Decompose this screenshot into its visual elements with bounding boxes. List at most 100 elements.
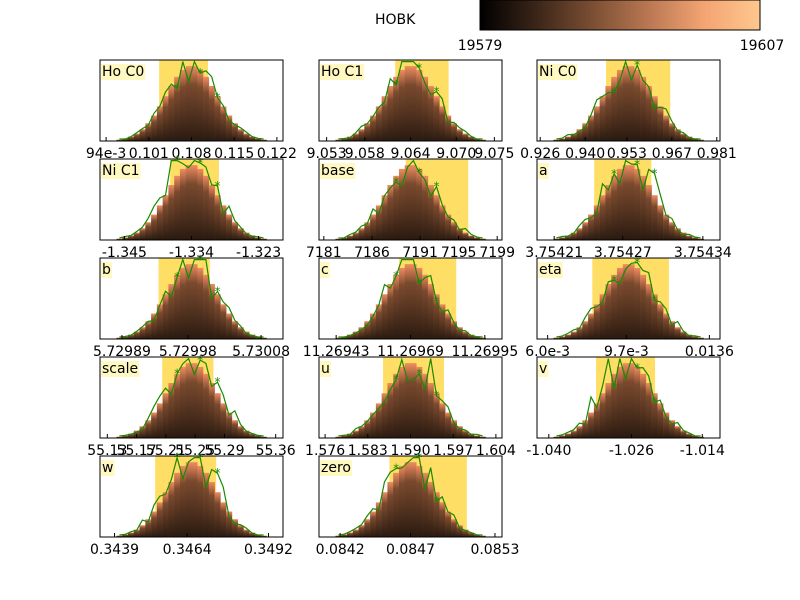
histogram-bar <box>433 96 440 141</box>
tick-label: -1.014 <box>680 443 725 459</box>
histogram-bar <box>473 237 481 240</box>
histogram-bar <box>674 327 681 339</box>
tick-label: 55.21 <box>146 443 186 459</box>
star-marker: * <box>611 273 617 287</box>
histogram-bar <box>559 237 566 240</box>
histogram-bar <box>185 363 192 438</box>
histogram-bar <box>473 435 481 438</box>
histogram-bar <box>439 403 446 438</box>
histogram-bar <box>605 86 612 141</box>
histogram-bar <box>387 284 394 339</box>
histogram-bar <box>445 214 452 240</box>
histogram-bar <box>168 284 175 339</box>
histogram-bar <box>697 139 704 141</box>
histogram-bar <box>122 237 129 240</box>
panel-title-bg <box>320 64 365 80</box>
star-marker: * <box>651 166 657 180</box>
histogram-bar <box>576 129 583 141</box>
histogram-bar <box>381 96 388 141</box>
histogram-bar <box>686 433 693 438</box>
histogram-bar <box>410 165 417 240</box>
trace-line <box>119 59 264 140</box>
tick-label: -1.026 <box>609 443 654 459</box>
histogram-bar <box>468 334 475 339</box>
histogram-bar <box>347 532 354 537</box>
histogram-bar <box>364 519 371 537</box>
histogram-bar <box>439 502 446 537</box>
histogram-bar <box>422 373 429 438</box>
star-marker: * <box>651 101 657 115</box>
histogram-bar <box>341 435 348 438</box>
tick-label: 9.064 <box>390 146 430 162</box>
histogram-bar <box>370 412 377 438</box>
star-marker: * <box>433 85 439 99</box>
panel-ho-c0: * * * 94e-3 0.101 0.108 0.115 0.122 Ho C0 <box>86 59 297 162</box>
axes-frame <box>99 257 284 340</box>
tick-label: -1.345 <box>102 245 147 261</box>
histogram-bar <box>191 66 198 141</box>
histogram-bar <box>191 165 198 240</box>
histogram-bar <box>128 532 135 537</box>
histogram-bar <box>243 232 250 240</box>
histogram-bar <box>203 76 210 141</box>
histogram-bar <box>243 529 250 537</box>
histogram-bar <box>657 403 664 438</box>
histogram-bar <box>645 185 652 240</box>
histogram-bar <box>214 393 221 438</box>
star-marker: * <box>214 375 220 389</box>
histogram-bar <box>375 205 382 240</box>
histogram-bar <box>473 336 481 339</box>
histogram-bar <box>611 76 618 141</box>
histogram-bar <box>433 195 440 240</box>
histogram-bar <box>593 106 600 141</box>
histogram-bar <box>691 435 699 438</box>
histogram-bar <box>254 237 262 240</box>
tick-label: 55.29 <box>204 443 244 459</box>
histogram-bar <box>387 383 394 438</box>
histogram-bar <box>249 334 256 339</box>
histogram-bar <box>133 133 140 141</box>
histogram-bar <box>645 383 652 438</box>
histogram-bar <box>680 133 687 141</box>
histogram-bar <box>214 96 221 141</box>
axes-frame <box>536 257 721 340</box>
tick-label: 6.0e-3 <box>525 344 570 360</box>
histogram-bar <box>375 403 382 438</box>
histogram-bar <box>663 115 670 141</box>
histogram-bar <box>220 403 227 438</box>
histogram-bar <box>570 331 577 339</box>
histogram-bar <box>674 426 681 438</box>
histogram-bar <box>197 465 204 537</box>
star-marker: * <box>634 361 640 375</box>
histogram-bar <box>433 492 440 537</box>
histogram-bar <box>445 412 452 438</box>
histogram-bar <box>231 420 238 438</box>
histogram-bar <box>243 331 250 339</box>
histogram-bar <box>456 525 463 537</box>
histogram-bar <box>214 492 221 537</box>
histogram-bar <box>370 313 377 339</box>
histogram-bar <box>347 433 354 438</box>
histogram-bar <box>260 436 267 438</box>
histogram-bar <box>387 86 394 141</box>
histogram-bar <box>445 313 452 339</box>
star-marker: * <box>214 466 220 480</box>
histogram-bar <box>668 222 675 240</box>
histogram-bar <box>381 195 388 240</box>
histogram-bar <box>640 175 647 240</box>
histogram-bar <box>352 133 359 141</box>
star-marker: * <box>393 372 399 386</box>
histogram-bar <box>139 129 146 141</box>
panel-title: u <box>321 361 330 377</box>
histogram-bar <box>139 525 146 537</box>
histogram-bar <box>260 238 267 240</box>
histogram-bar <box>456 327 463 339</box>
histogram-bar <box>341 336 348 339</box>
histogram-bar <box>116 436 123 438</box>
histogram-bar <box>462 133 469 141</box>
histogram-bar <box>439 304 446 339</box>
histogram-bar <box>691 336 699 339</box>
histogram-bar <box>398 465 406 537</box>
star-marker: * <box>174 81 180 95</box>
